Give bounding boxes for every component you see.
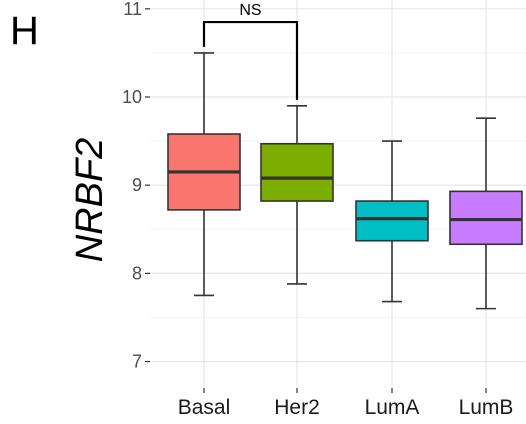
y-tick-label: 9 xyxy=(132,175,142,195)
iqr-box xyxy=(449,190,523,246)
x-tick-label: Basal xyxy=(178,396,231,419)
x-tick-label: Her2 xyxy=(274,396,320,419)
annotation-layer: NS xyxy=(202,2,299,100)
x-tick-label: LumB xyxy=(459,396,514,419)
x-tick-label: LumA xyxy=(365,396,420,419)
iqr-box xyxy=(355,200,429,242)
box-lumb xyxy=(449,117,523,310)
y-axis-title: NRBF2 xyxy=(69,138,111,263)
y-tick-label: 7 xyxy=(132,352,142,372)
y-tick-label: 8 xyxy=(132,263,142,283)
bracket-line xyxy=(202,20,299,100)
box-basal xyxy=(167,52,241,297)
y-tick-label: 11 xyxy=(123,0,142,19)
y-tick-label: 10 xyxy=(122,87,142,107)
significance-label: NS xyxy=(239,2,261,19)
box-luma xyxy=(355,140,429,303)
box-her2 xyxy=(260,105,334,285)
box-layer xyxy=(167,52,523,310)
iqr-box xyxy=(260,142,334,202)
panel-label: H xyxy=(10,9,39,53)
axis-layer: 7 8 9 10 11 Basal Her2 LumA LumB xyxy=(122,0,513,419)
significance-bracket: NS xyxy=(202,2,299,100)
